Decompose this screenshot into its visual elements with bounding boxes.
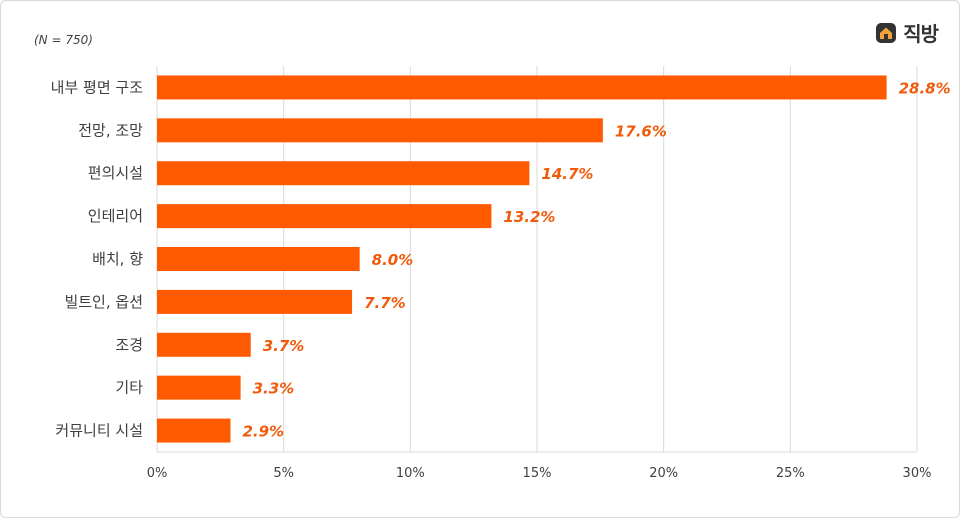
- value-label: 7.7%: [364, 294, 406, 312]
- category-label: 빌트인, 옵션: [64, 293, 143, 311]
- brand-name: 직방: [903, 22, 939, 46]
- value-label: 14.7%: [541, 165, 593, 183]
- value-label: 28.8%: [899, 79, 951, 97]
- category-label: 커뮤니티 시설: [55, 422, 143, 440]
- value-label: 8.0%: [372, 251, 414, 269]
- category-label: 배치, 향: [92, 250, 143, 268]
- category-label: 편의시설: [88, 164, 143, 182]
- category-label: 인테리어: [88, 207, 143, 225]
- value-label: 13.2%: [503, 208, 555, 226]
- x-tick-label: 10%: [396, 466, 425, 481]
- bar: [157, 332, 251, 357]
- x-tick-label: 0%: [147, 466, 168, 481]
- bar: [157, 118, 603, 143]
- bar: [157, 418, 231, 443]
- value-label: 3.7%: [263, 337, 305, 355]
- bar: [157, 375, 241, 400]
- value-label: 17.6%: [615, 122, 667, 140]
- bar: [157, 247, 360, 271]
- category-label: 전망, 조망: [78, 121, 143, 139]
- bar: [157, 161, 530, 186]
- x-tick-label: 30%: [903, 466, 932, 481]
- x-tick-label: 5%: [273, 466, 294, 481]
- x-tick-label: 20%: [649, 466, 678, 481]
- value-label: 2.9%: [242, 423, 284, 441]
- x-tick-label: 25%: [776, 466, 805, 481]
- x-tick-label: 15%: [523, 466, 552, 481]
- brand-logo: 직방: [875, 18, 939, 47]
- bar: [157, 204, 492, 229]
- category-label: 기타: [115, 379, 143, 397]
- bar: [157, 289, 353, 314]
- house-logo-icon: [876, 22, 897, 43]
- category-label: 조경: [115, 336, 143, 354]
- value-label: 3.3%: [253, 380, 295, 398]
- sample-size-note: (N = 750): [34, 33, 93, 47]
- category-label: 내부 평면 구조: [51, 78, 144, 96]
- bar: [157, 75, 887, 100]
